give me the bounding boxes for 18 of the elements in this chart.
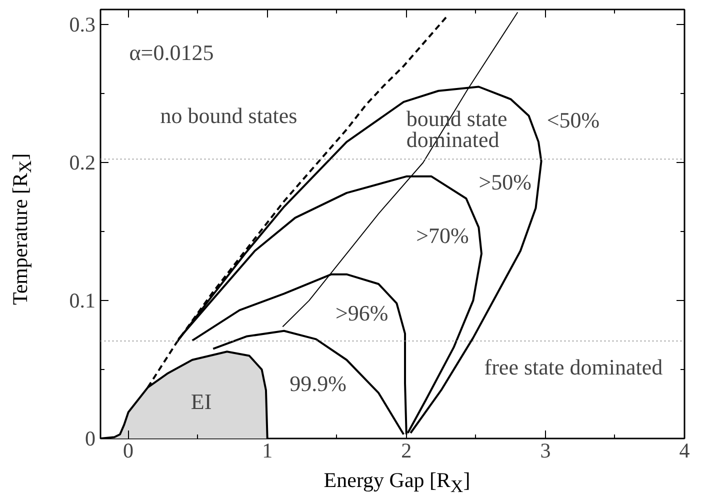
y-tick-label: 0.3 xyxy=(69,12,96,37)
annotation: <50% xyxy=(546,107,600,132)
x-tick-label: 3 xyxy=(540,438,551,462)
annotation: 99.9% xyxy=(290,370,346,396)
x-axis-title: Energy Gap [R$_{X}$] xyxy=(322,467,472,498)
annotation: >50% xyxy=(478,169,532,194)
annotation: EI xyxy=(190,388,212,414)
x-tick-label: 4 xyxy=(679,438,690,462)
annotation: >96% xyxy=(335,300,388,326)
y-tick-label: 0.2 xyxy=(69,150,96,175)
annotation: free state dominated xyxy=(484,354,663,380)
x-tick-label: 0 xyxy=(123,438,134,462)
annotation: α=0.0125 xyxy=(129,40,214,65)
x-tick-label: 1 xyxy=(262,438,273,462)
annotation: no bound states xyxy=(160,103,298,128)
x-tick-label: 2 xyxy=(401,438,412,462)
annotation: >70% xyxy=(416,223,469,248)
y-tick-label: 0.1 xyxy=(69,288,96,313)
